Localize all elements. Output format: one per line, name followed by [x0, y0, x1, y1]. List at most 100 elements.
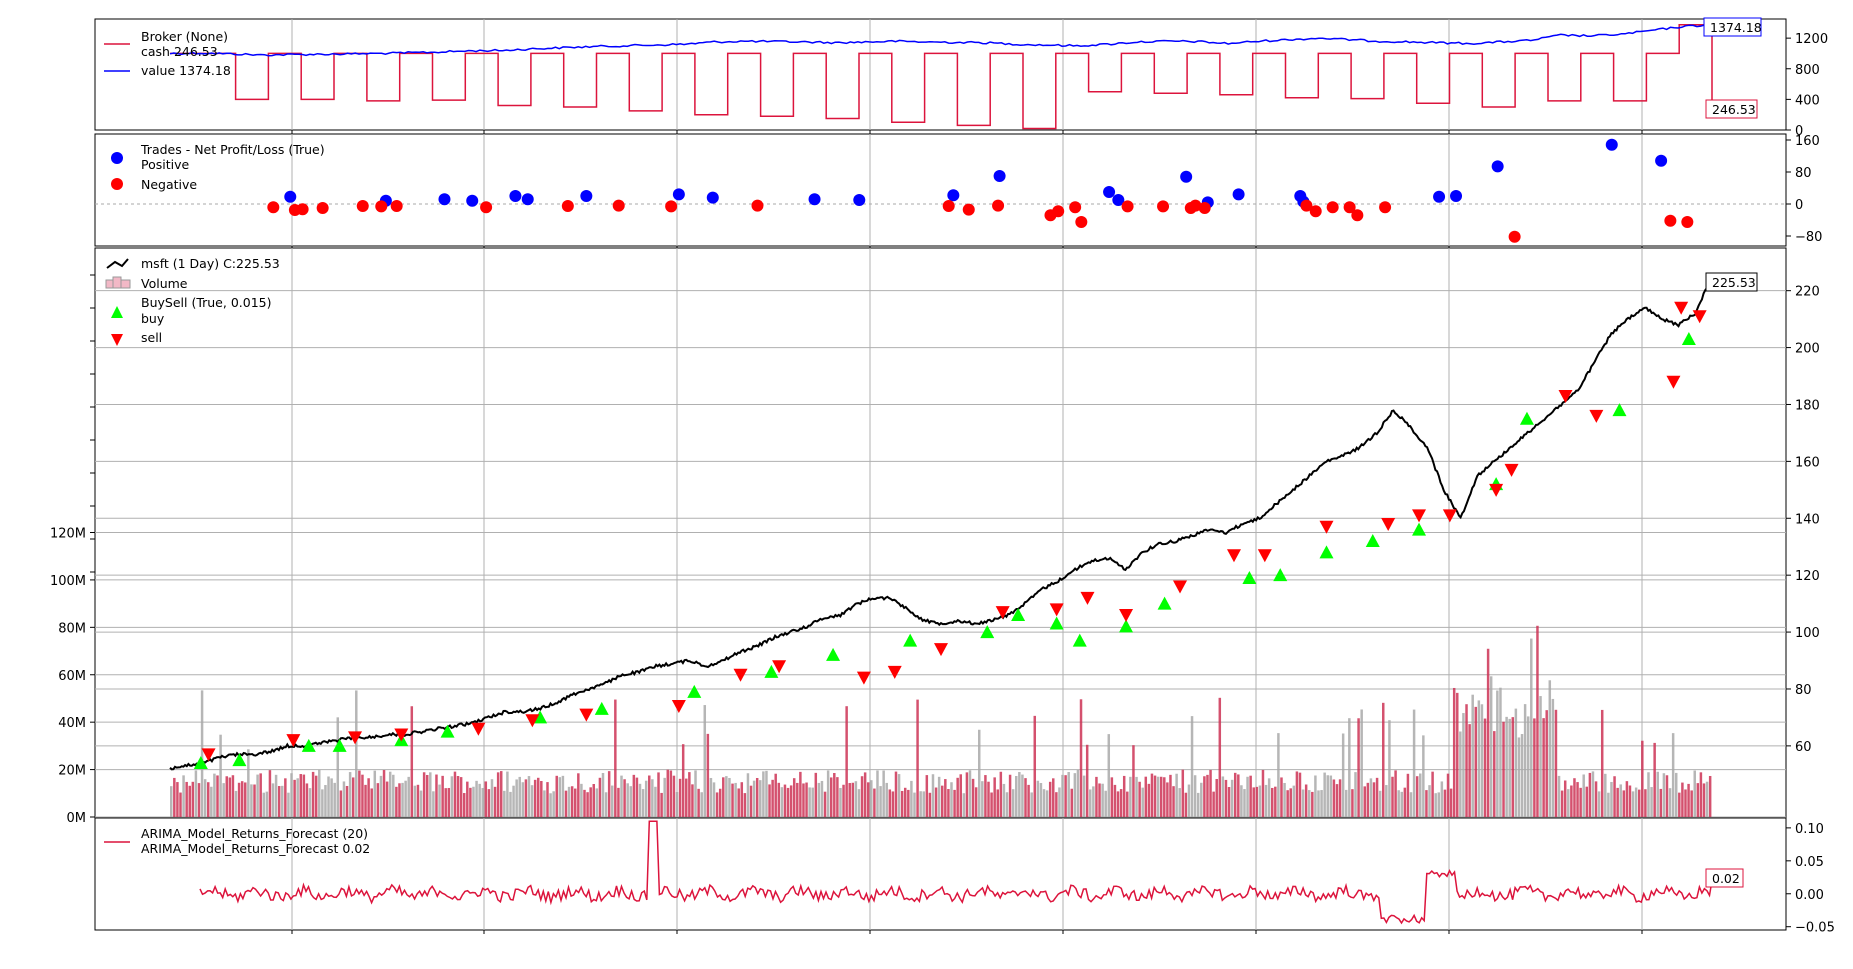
volume-bar: [1548, 680, 1552, 817]
volume-ytick-label: 60M: [58, 669, 86, 684]
volume-bar: [1597, 791, 1601, 817]
volume-bar: [694, 770, 697, 817]
volume-bar: [321, 789, 324, 817]
volume-bar: [438, 784, 441, 817]
trade-negative-point: [356, 200, 369, 212]
volume-bar: [1425, 790, 1428, 817]
volume-bar: [851, 782, 855, 817]
volume-bar: [277, 786, 281, 817]
volume-bar: [530, 785, 534, 817]
volume-bar: [1338, 779, 1342, 817]
volume-bar: [1511, 717, 1515, 817]
volume-bar: [496, 772, 500, 817]
volume-bar: [706, 733, 710, 817]
volume-bar: [1116, 791, 1120, 817]
volume-bar: [225, 776, 228, 817]
volume-bar: [1233, 772, 1237, 817]
volume-bar: [996, 789, 999, 817]
volume-bar: [210, 786, 213, 817]
price-legend: msft (1 Day) C:225.53 Volume BuySell (Tr…: [105, 256, 280, 346]
volume-bar: [228, 777, 232, 817]
volume-bar: [765, 770, 768, 817]
price-panel: 60 80 100 120 140 160 180 200 220 0M 20M 40M 60M 80M 1…: [50, 247, 1820, 826]
volume-bar: [506, 771, 509, 817]
price-last-tag-text: 225.53: [1712, 275, 1756, 290]
volume-bar: [1520, 734, 1524, 817]
volume-bar: [1135, 776, 1138, 817]
volume-bar: [222, 783, 225, 817]
trade-positive-point: [1103, 186, 1116, 198]
trades-ytick-label: 0: [1795, 198, 1803, 213]
volume-bar: [780, 787, 784, 817]
volume-bar: [984, 775, 987, 817]
volume-ytick-label: 80M: [58, 621, 86, 636]
volume-bar: [1610, 781, 1613, 817]
volume-bar: [1237, 774, 1240, 817]
cash-line: [170, 24, 1713, 130]
volume-bar: [1508, 718, 1511, 817]
volume-bar: [1653, 742, 1656, 817]
volume-bar: [937, 776, 941, 817]
buy-marker: [1072, 633, 1087, 647]
volume-bar: [1193, 775, 1197, 817]
trade-negative-point: [1198, 202, 1211, 214]
volume-bar: [274, 774, 278, 817]
volume-bar: [185, 781, 188, 817]
buy-marker: [1157, 596, 1172, 610]
volume-bar: [866, 782, 870, 817]
volume-bar: [234, 790, 238, 817]
sell-marker: [995, 606, 1010, 620]
volume-bar: [1258, 785, 1262, 817]
volume-bar: [897, 774, 901, 817]
volume-bar: [1092, 786, 1095, 817]
volume-bar: [1366, 782, 1370, 817]
volume-bar: [404, 780, 407, 817]
volume-bar: [324, 785, 327, 817]
volume-bar: [293, 779, 296, 817]
volume-bar: [373, 770, 377, 817]
sell-marker: [394, 728, 409, 742]
volume-bar: [265, 791, 269, 817]
volume-bar: [1082, 775, 1086, 817]
volume-ytick-label: 100M: [50, 574, 86, 589]
volume-bar: [845, 706, 848, 817]
volume-bar: [604, 792, 608, 817]
volume-bar: [1320, 790, 1323, 817]
volume-bar: [974, 787, 978, 817]
volume-bar: [1175, 773, 1178, 817]
trade-negative-point: [480, 201, 493, 214]
trade-negative-point: [1379, 201, 1392, 214]
legend-sell-swatch: [111, 334, 123, 346]
buy-marker: [232, 753, 247, 767]
volume-bar: [1409, 792, 1413, 817]
volume-bar: [1030, 792, 1033, 817]
volume-bar: [1196, 792, 1200, 817]
volume-bar: [1526, 716, 1530, 817]
volume-bar: [1616, 787, 1619, 817]
volume-bar: [965, 772, 969, 817]
volume-bar: [1483, 718, 1487, 817]
trade-negative-point: [561, 200, 574, 212]
volume-bar: [355, 690, 358, 817]
volume-bar: [1406, 773, 1410, 817]
volume-bar: [783, 784, 787, 817]
volume-bar: [521, 782, 525, 817]
volume-bar: [194, 770, 198, 817]
volume-bar: [1052, 778, 1055, 817]
volume-bar: [574, 788, 577, 817]
volume-bar: [577, 773, 580, 817]
volume-bar: [262, 792, 266, 817]
volume-bar: [1138, 781, 1141, 817]
volume-bar: [1594, 781, 1598, 817]
volume-bar: [536, 777, 540, 817]
volume-bar: [734, 782, 737, 817]
volume-bar: [1270, 787, 1274, 817]
volume-bar: [197, 783, 201, 817]
volume-bar: [284, 778, 287, 817]
volume-bar: [481, 787, 484, 817]
broker-legend-cash: cash 246.53: [141, 44, 218, 59]
volume-bar: [703, 705, 707, 817]
volume-bar: [786, 787, 790, 817]
volume-bar: [956, 777, 959, 817]
